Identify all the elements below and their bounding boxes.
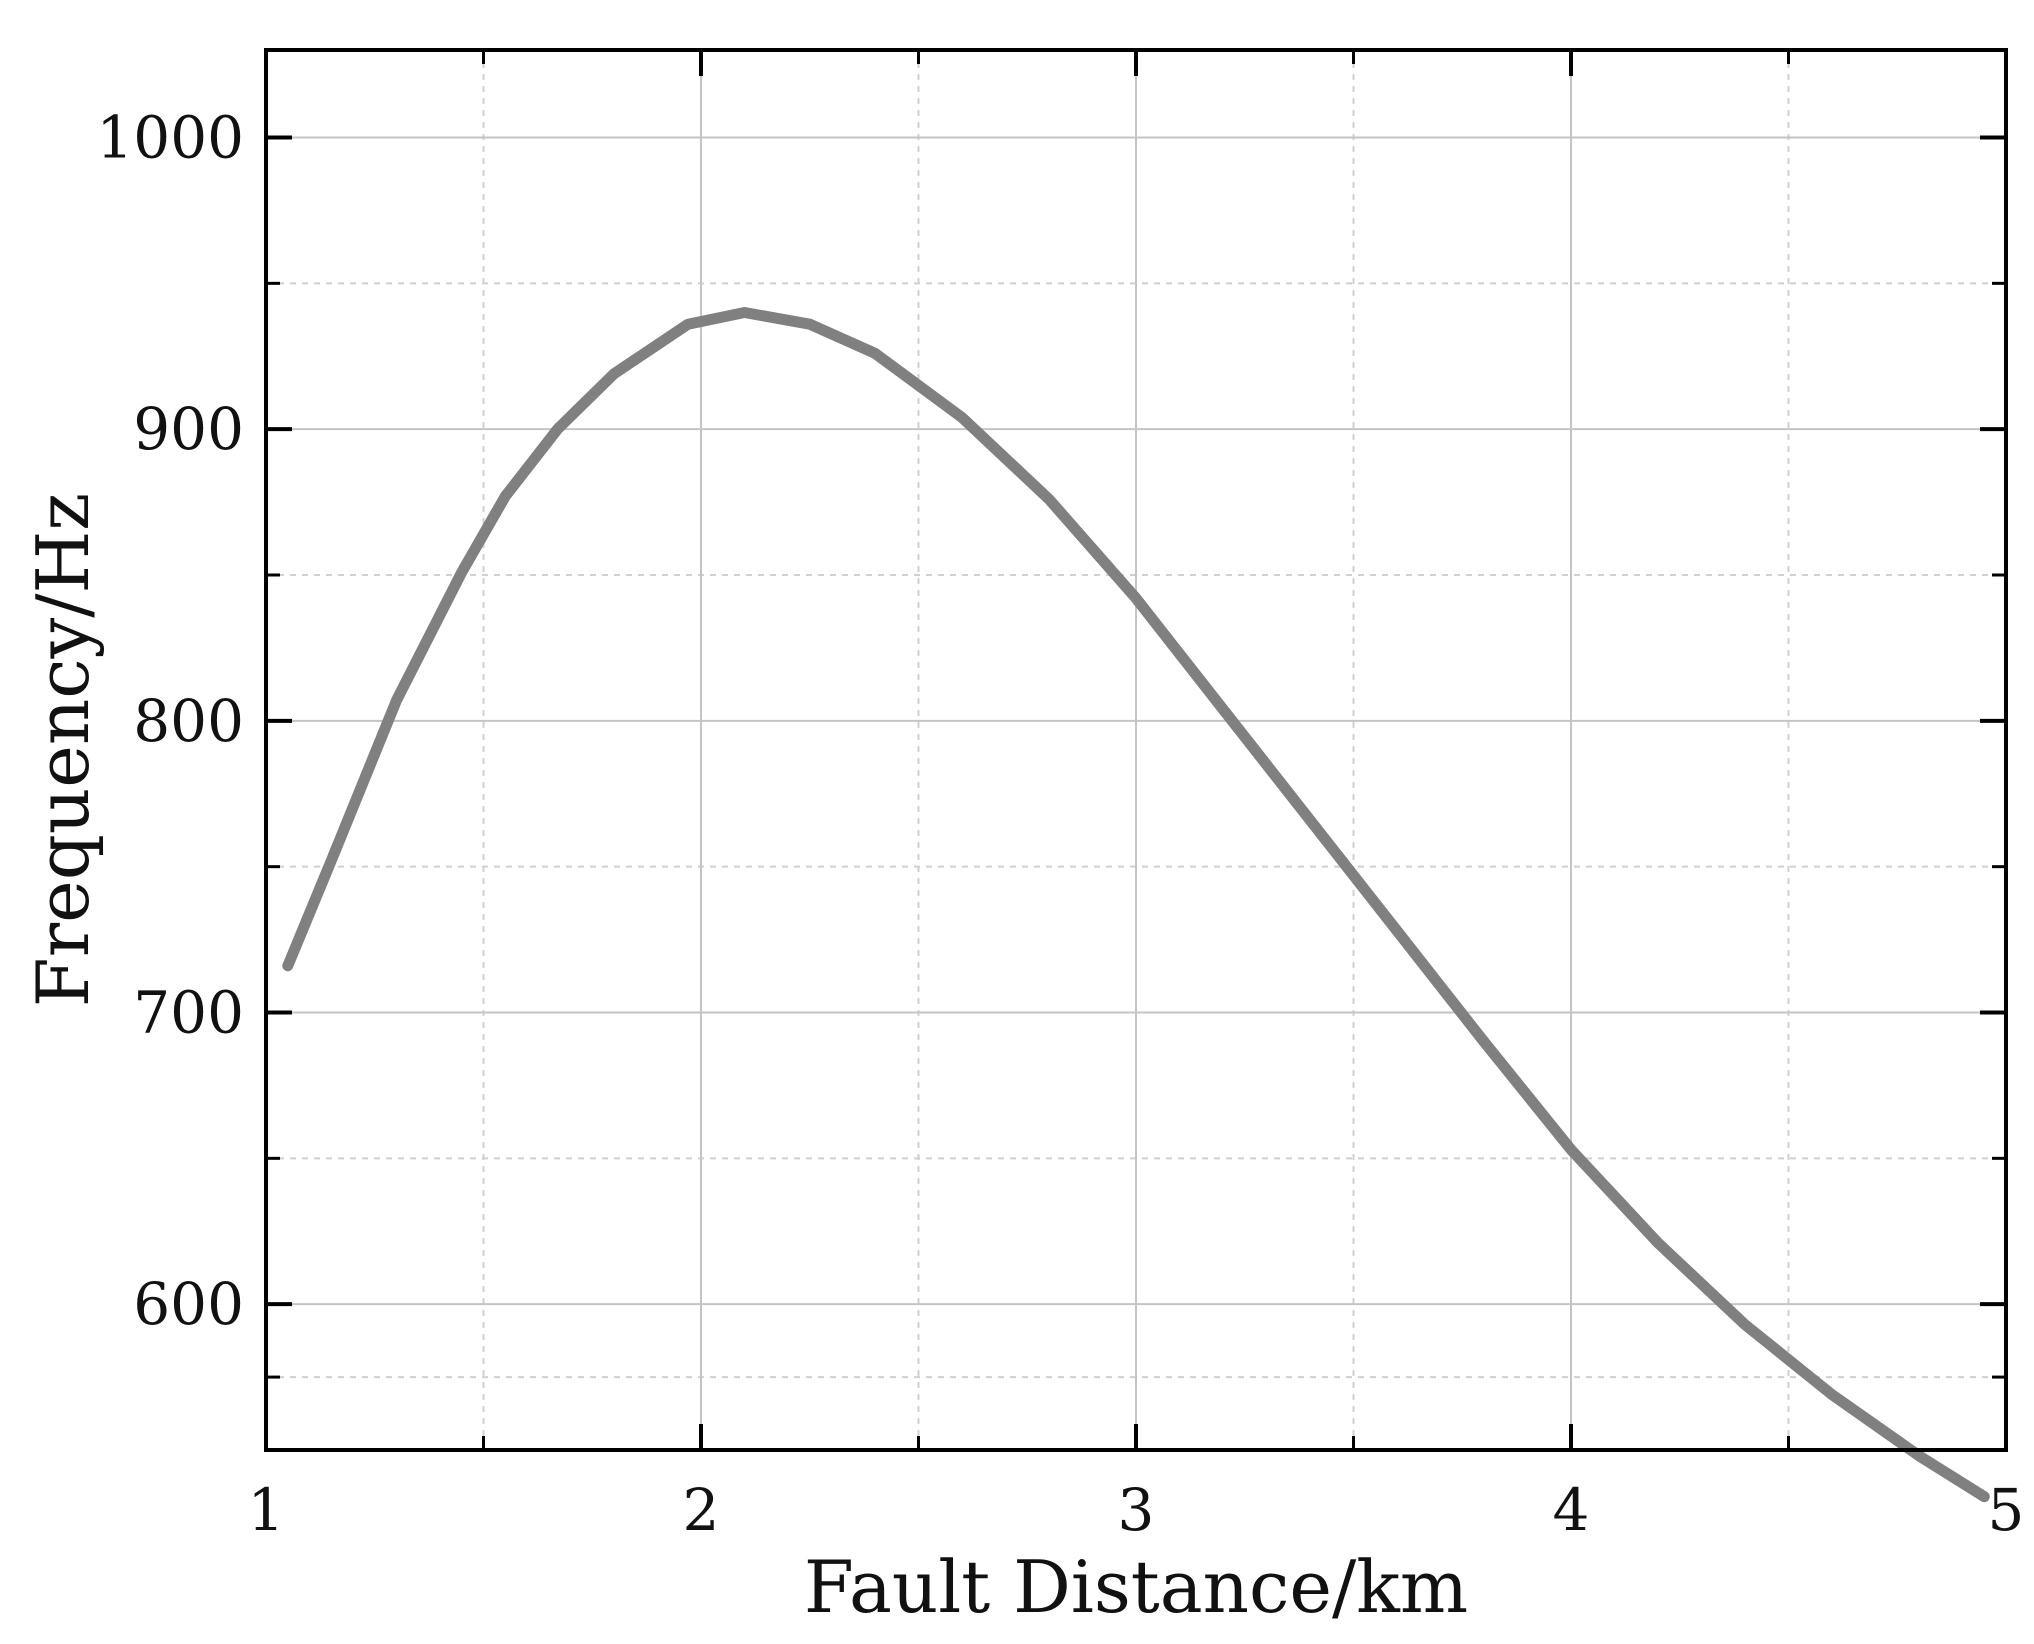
y-tick-label: 900 bbox=[133, 395, 244, 463]
x-tick-label: 3 bbox=[1118, 1476, 1155, 1544]
y-tick-label: 800 bbox=[133, 687, 244, 755]
y-axis-title: Frequency/Hz bbox=[21, 493, 105, 1007]
plot-frame bbox=[264, 48, 2008, 1452]
series-line bbox=[282, 307, 1990, 1503]
y-tick-label: 600 bbox=[133, 1270, 244, 1338]
axis-ticks bbox=[264, 50, 2008, 1450]
grid bbox=[266, 50, 2006, 1450]
x-tick-label: 2 bbox=[683, 1476, 720, 1544]
y-tick-label: 1000 bbox=[96, 104, 244, 172]
x-tick-label: 5 bbox=[1988, 1476, 2025, 1544]
x-tick-label: 1 bbox=[248, 1476, 285, 1544]
y-tick-label: 700 bbox=[133, 979, 244, 1047]
series-layer bbox=[282, 307, 1990, 1503]
x-axis-title: Fault Distance/km bbox=[804, 1545, 1468, 1629]
tick-labels: 1 2 3 4 5 600 700 800 900 1000 bbox=[96, 104, 2024, 1545]
x-tick-label: 4 bbox=[1553, 1476, 1590, 1544]
